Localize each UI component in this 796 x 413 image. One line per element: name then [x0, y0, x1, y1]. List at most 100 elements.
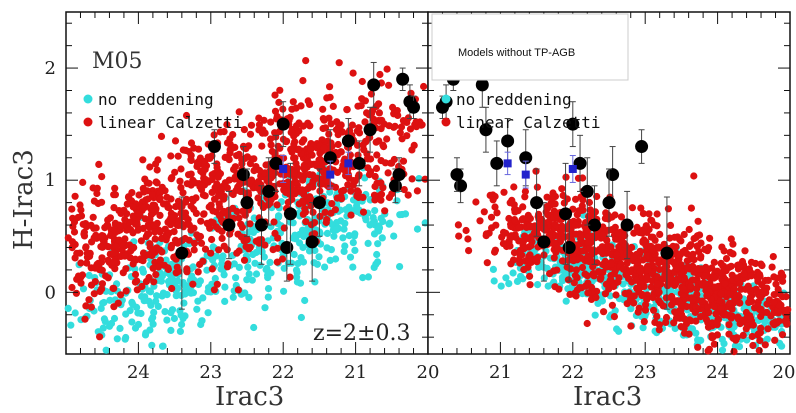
calzetti-point	[153, 166, 161, 174]
calzetti-point	[327, 120, 335, 128]
no-reddening-point	[364, 239, 372, 247]
calzetti-point	[666, 221, 675, 229]
calzetti-point	[129, 203, 137, 211]
calzetti-point	[656, 230, 664, 238]
calzetti-point	[590, 272, 598, 280]
calzetti-point	[736, 279, 744, 287]
calzetti-point	[636, 247, 644, 255]
calzetti-point	[168, 174, 176, 182]
no-reddening-point	[639, 324, 647, 332]
no-reddening-point	[158, 342, 167, 350]
calzetti-point	[196, 260, 204, 269]
calzetti-point	[255, 121, 263, 129]
calzetti-point	[749, 341, 757, 350]
calzetti-point	[109, 284, 117, 292]
no-reddening-point	[101, 317, 109, 325]
calzetti-point	[133, 209, 141, 218]
calzetti-point	[680, 315, 688, 323]
calzetti-point	[354, 188, 362, 196]
no-reddening-point	[147, 301, 155, 309]
calzetti-point	[531, 255, 539, 263]
no-reddening-point	[351, 246, 359, 254]
no-reddening-point	[99, 299, 107, 307]
no-reddening-point	[99, 324, 107, 332]
observed-galaxy-marker	[392, 168, 406, 182]
calzetti-point	[171, 137, 180, 145]
calzetti-point	[653, 312, 661, 320]
calzetti-point	[639, 210, 648, 218]
calzetti-point	[711, 283, 719, 291]
calzetti-point	[777, 269, 786, 277]
calzetti-point	[695, 265, 703, 273]
calzetti-point	[292, 178, 300, 186]
observed-galaxy-marker	[475, 78, 489, 92]
no-reddening-point	[294, 259, 302, 268]
calzetti-point	[612, 291, 620, 299]
calzetti-point	[755, 346, 763, 355]
calzetti-point	[323, 94, 331, 102]
calzetti-point	[165, 204, 173, 212]
calzetti-point	[107, 231, 115, 239]
calzetti-point	[697, 239, 705, 247]
calzetti-point	[79, 178, 87, 186]
calzetti-point	[220, 128, 228, 136]
calzetti-point	[146, 163, 154, 171]
calzetti-point	[694, 217, 702, 225]
calzetti-point	[74, 272, 83, 280]
calzetti-point	[520, 244, 528, 253]
calzetti-point	[89, 213, 97, 221]
calzetti-point	[650, 306, 658, 314]
calzetti-point	[256, 166, 264, 175]
calzetti-point	[663, 282, 672, 290]
no-reddening-point	[299, 243, 307, 252]
calzetti-point	[779, 277, 787, 285]
calzetti-point	[273, 112, 281, 121]
calzetti-point	[371, 182, 379, 191]
calzetti-point	[689, 296, 697, 304]
no-reddening-point	[178, 320, 186, 329]
calzetti-point	[656, 299, 665, 307]
calzetti-point	[614, 229, 622, 237]
calzetti-point	[614, 278, 622, 286]
calzetti-point	[550, 239, 559, 247]
calzetti-point	[131, 270, 140, 279]
x-tick-label: 23	[634, 362, 657, 383]
observed-galaxy-marker	[341, 134, 355, 148]
calzetti-point	[676, 251, 684, 259]
calzetti-point	[493, 209, 501, 217]
observed-galaxy-marker	[537, 235, 551, 249]
no-reddening-point	[340, 247, 348, 255]
calzetti-point	[578, 263, 587, 272]
observed-galaxy-marker	[305, 235, 319, 249]
calzetti-point	[225, 156, 233, 164]
calzetti-point	[701, 280, 710, 288]
calzetti-point	[146, 215, 154, 223]
calzetti-point	[510, 183, 518, 191]
calzetti-point	[736, 299, 744, 307]
calzetti-point	[543, 193, 551, 201]
calzetti-point	[190, 246, 198, 254]
calzetti-point	[200, 210, 208, 218]
calzetti-point	[307, 202, 315, 210]
calzetti-point	[255, 239, 263, 247]
no-reddening-point	[161, 308, 169, 316]
calzetti-point	[110, 249, 118, 257]
calzetti-point	[704, 303, 712, 311]
no-reddening-point	[163, 316, 171, 324]
calzetti-point	[403, 132, 411, 140]
calzetti-point	[589, 263, 597, 271]
calzetti-point	[304, 119, 312, 127]
calzetti-point	[228, 145, 236, 153]
calzetti-point	[83, 259, 91, 267]
observed-galaxy-marker	[323, 151, 337, 165]
calzetti-point	[717, 305, 725, 313]
calzetti-point	[526, 281, 534, 289]
calzetti-point	[290, 169, 298, 177]
no-reddening-point	[330, 232, 338, 240]
calzetti-point	[639, 228, 647, 236]
calzetti-point	[331, 206, 339, 214]
calzetti-point	[709, 333, 717, 341]
calzetti-point	[213, 180, 221, 188]
calzetti-point	[601, 214, 610, 222]
calzetti-point	[131, 255, 139, 263]
